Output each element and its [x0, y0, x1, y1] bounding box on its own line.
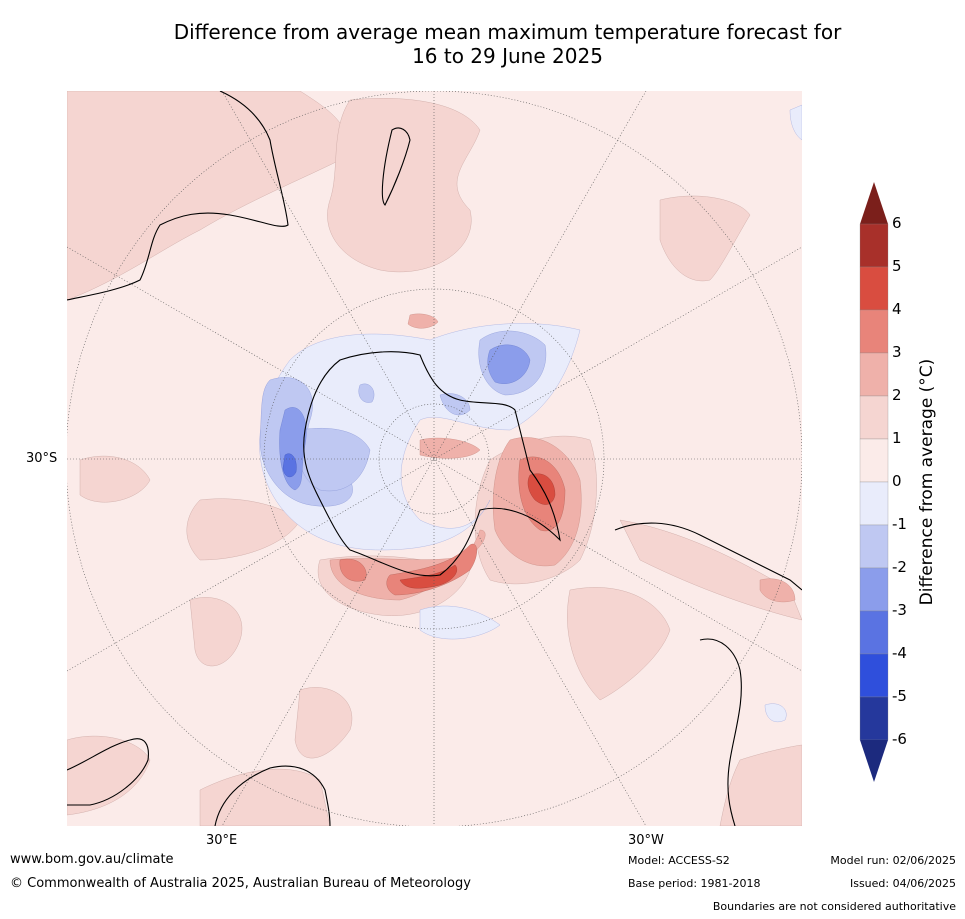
anomaly-neg4-neg3-patches [282, 453, 297, 478]
colorbar-segment [859, 223, 889, 268]
colorbar-tick-label: 1 [892, 429, 902, 447]
chart-title: Difference from average mean maximum tem… [0, 20, 965, 68]
footer-disclaimer: Boundaries are not considered authoritat… [712, 900, 956, 913]
colorbar-segment [859, 481, 889, 526]
colorbar-tick-label: -4 [892, 644, 907, 662]
colorbar-segment [859, 653, 889, 698]
footer-base-period: Base period: 1981-2018 [628, 877, 761, 890]
colorbar-arrow-bottom [860, 740, 888, 782]
graticule [67, 91, 802, 826]
footer-model: Model: ACCESS-S2 [628, 854, 730, 867]
colorbar-segment [859, 567, 889, 612]
colorbar-segment [859, 352, 889, 397]
map-area [67, 91, 802, 826]
anomaly-4-5-patches [399, 473, 556, 589]
colorbar-segment [859, 610, 889, 655]
lon-label-30w: 30°W [628, 833, 664, 848]
africa-coastline [67, 91, 289, 301]
colorbar-segment [859, 395, 889, 440]
colorbar-tick-label: 2 [892, 386, 902, 404]
footer-copyright: © Commonwealth of Australia 2025, Austra… [10, 876, 471, 891]
colorbar-tick-label: 5 [892, 257, 902, 275]
australia-coastline [67, 738, 149, 806]
south-america-coastline [614, 522, 802, 826]
new-zealand-coastline [214, 765, 331, 826]
colorbar-tick-label: -1 [892, 515, 907, 533]
footer-website: www.bom.gov.au/climate [10, 852, 174, 867]
colorbar-arrow-top [860, 182, 888, 224]
colorbar [859, 182, 889, 782]
colorbar-segment [859, 266, 889, 311]
colorbar-tick-label: -3 [892, 601, 907, 619]
colorbar-tick-label: -2 [892, 558, 907, 576]
colorbar-segment [859, 309, 889, 354]
lat-label-30s: 30°S [26, 451, 58, 466]
colorbar-tick-label: -5 [892, 687, 907, 705]
coastlines [67, 91, 802, 826]
colorbar-segment [859, 524, 889, 569]
colorbar-segment [859, 438, 889, 483]
title-line-2: 16 to 29 June 2025 [412, 44, 603, 68]
colorbar-segment [859, 696, 889, 741]
colorbar-tick-label: 4 [892, 300, 902, 318]
colorbar-tick-label: 3 [892, 343, 902, 361]
colorbar-tick-label: 6 [892, 214, 902, 232]
footer-issued: Issued: 04/06/2025 [849, 877, 956, 890]
colorbar-title: Difference from average (°C) [917, 358, 937, 606]
footer-model-run: Model run: 02/06/2025 [830, 854, 956, 867]
title-line-1: Difference from average mean maximum tem… [173, 20, 842, 44]
colorbar-tick-label: 0 [892, 472, 902, 490]
madagascar-coastline [381, 127, 411, 206]
lon-label-30e: 30°E [206, 833, 238, 848]
colorbar-tick-label: -6 [892, 730, 907, 748]
antarctica-coastline [303, 351, 561, 577]
